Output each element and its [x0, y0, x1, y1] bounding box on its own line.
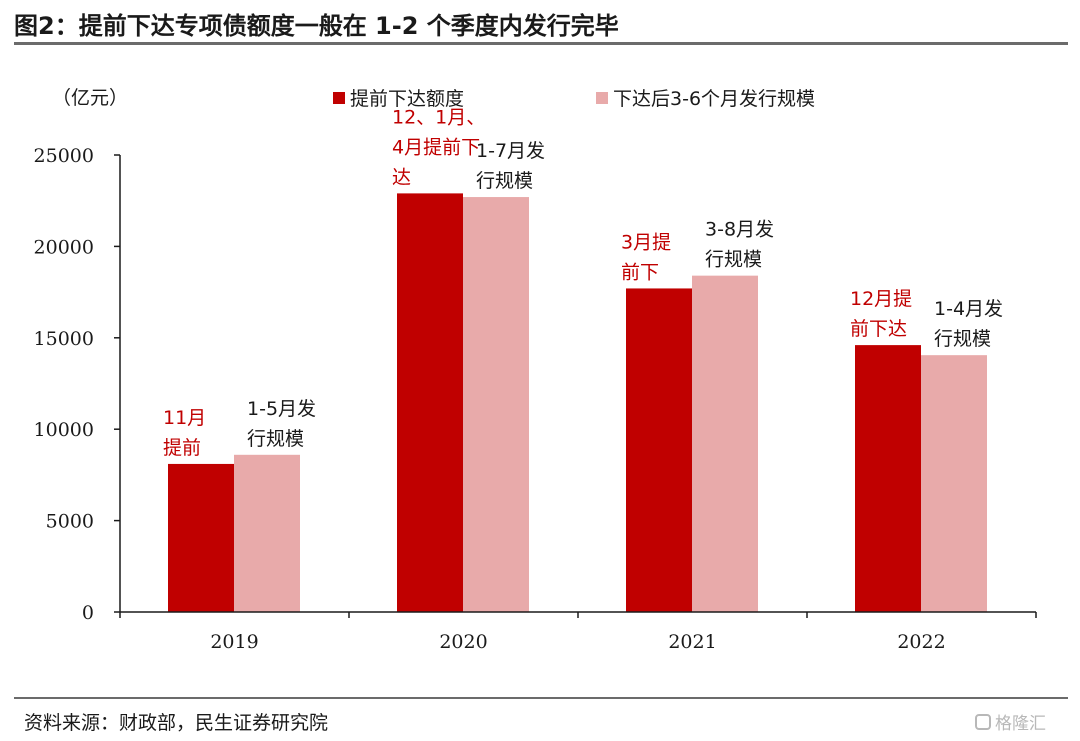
y-tick-label: 0 [82, 602, 94, 624]
annotation-line: 达 [392, 166, 411, 188]
y-tick-label: 5000 [46, 511, 94, 533]
x-tick-label: 2022 [897, 631, 945, 653]
legend-label-1: 提前下达额度 [350, 88, 464, 110]
annotation-line: 前下达 [850, 318, 907, 340]
annotation-line: 12月提 [850, 288, 912, 310]
bar-2020-series-2 [463, 197, 529, 612]
annotation-line: 4月提前下 [392, 136, 480, 158]
annotation-2020-series-2: 1-7月发行规模 [476, 140, 545, 192]
annotation-2019-series-1: 11月提前 [163, 407, 206, 459]
annotation-line: 1-5月发 [247, 398, 316, 420]
annotation-line: 行规模 [247, 428, 304, 450]
annotation-line: 3月提 [621, 231, 671, 253]
bar-2019-series-1 [168, 463, 234, 612]
annotation-line: 1-7月发 [476, 140, 545, 162]
bar-2022-series-1 [855, 345, 921, 612]
bar-2019-series-2 [234, 454, 300, 612]
y-tick-label: 20000 [34, 236, 94, 258]
footer-rule [14, 697, 1068, 699]
watermark: 格隆汇 [975, 709, 1046, 734]
source-note: 资料来源：财政部，民生证券研究院 [24, 712, 329, 734]
annotation-line: 前下 [621, 261, 659, 283]
legend-label-2: 下达后3-6个月发行规模 [613, 88, 815, 110]
x-tick-label: 2020 [439, 631, 487, 653]
chart-title: 图2：提前下达专项债额度一般在 1-2 个季度内发行完毕 [14, 12, 619, 40]
bar-2021-series-2 [692, 275, 758, 612]
annotation-line: 1-4月发 [934, 298, 1003, 320]
annotation-line: 3-8月发 [705, 219, 774, 241]
x-tick-label: 2019 [210, 631, 258, 653]
y-tick-label: 25000 [34, 145, 94, 167]
y-axis-unit: （亿元） [52, 87, 128, 109]
watermark-text: 格隆汇 [995, 714, 1046, 734]
legend-swatch-2 [596, 92, 608, 104]
annotation-line: 11月 [163, 407, 206, 429]
y-tick-label: 10000 [34, 419, 94, 441]
annotation-2021-series-2: 3-8月发行规模 [705, 219, 774, 271]
bar-2022-series-2 [921, 355, 987, 612]
title-rule [14, 42, 1068, 45]
annotation-2019-series-2: 1-5月发行规模 [247, 398, 316, 450]
annotation-line: 行规模 [476, 170, 533, 192]
annotation-line: 提前 [163, 437, 201, 459]
annotation-2022-series-1: 12月提前下达 [850, 288, 912, 340]
bar-2021-series-1 [626, 288, 692, 612]
legend-swatch-1 [333, 92, 345, 104]
annotation-2020-series-1: 12、1月、 4月提前下达 [392, 106, 485, 188]
annotation-line: 行规模 [934, 328, 991, 350]
watermark-logo-icon [975, 713, 991, 730]
annotation-2022-series-2: 1-4月发行规模 [934, 298, 1003, 350]
bar-chart: （亿元） 提前下达额度 下达后3-6个月发行规模 0 5000 10000 15000… [34, 87, 1037, 653]
annotation-line: 行规模 [705, 249, 762, 271]
bar-2020-series-1 [397, 193, 463, 612]
x-tick-label: 2021 [668, 631, 716, 653]
annotation-2021-series-1: 3月提前下 [621, 231, 671, 283]
y-tick-label: 15000 [34, 328, 94, 350]
annotation-line: 12、1月、 [392, 106, 485, 128]
